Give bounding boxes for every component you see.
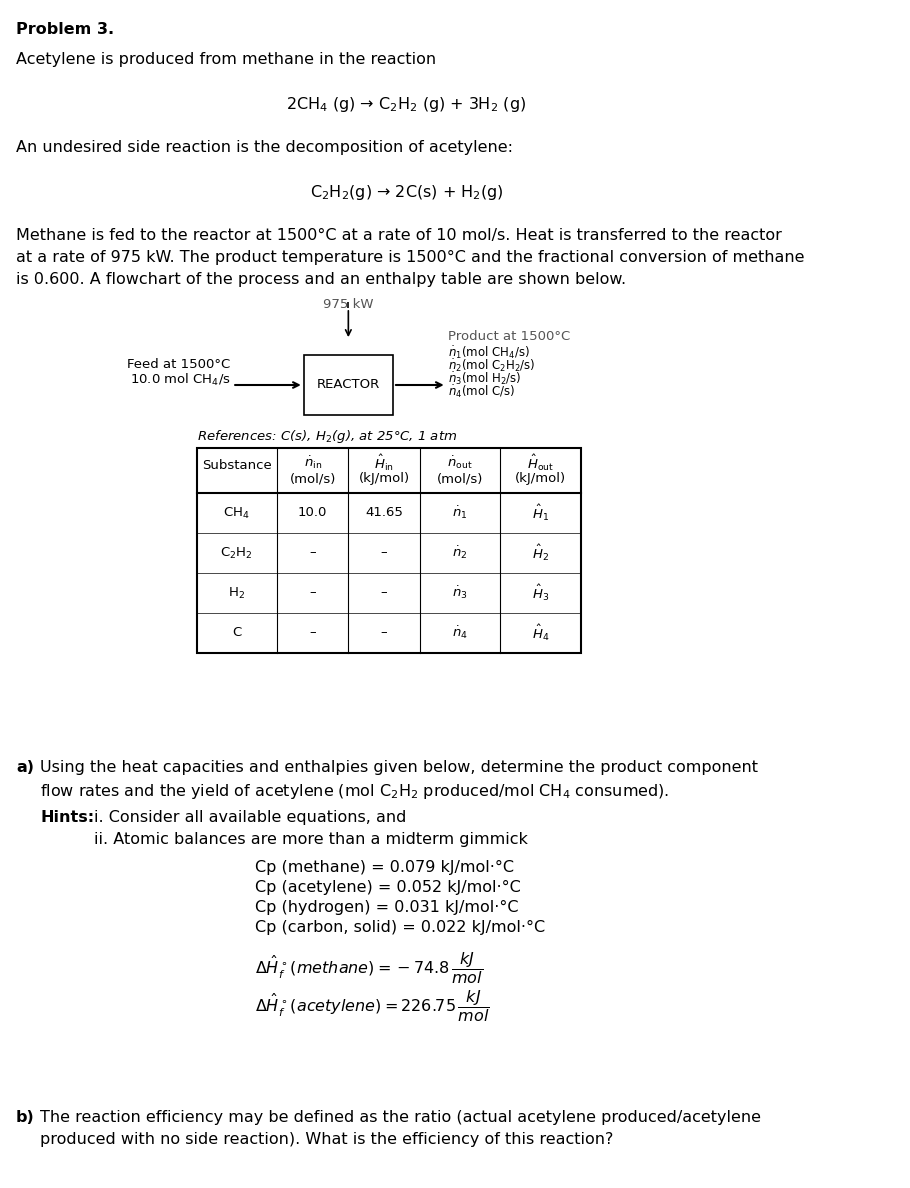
Text: Cp (acetylene) = 0.052 kJ/mol·°C: Cp (acetylene) = 0.052 kJ/mol·°C (255, 880, 521, 895)
Text: The reaction efficiency may be defined as the ratio (actual acetylene produced/a: The reaction efficiency may be defined a… (40, 1110, 761, 1125)
Text: (kJ/mol): (kJ/mol) (515, 472, 566, 485)
Text: $\dot{n}_1$: $\dot{n}_1$ (452, 505, 468, 522)
Text: –: – (309, 626, 316, 639)
Text: –: – (309, 546, 316, 560)
Text: REACTOR: REACTOR (317, 379, 380, 392)
Text: at a rate of 975 kW. The product temperature is 1500°C and the fractional conver: at a rate of 975 kW. The product tempera… (16, 249, 804, 265)
Text: flow rates and the yield of acetylene (mol C$_2$H$_2$ produced/mol CH$_4$ consum: flow rates and the yield of acetylene (m… (40, 782, 670, 801)
Text: $\dot{n}_{\mathrm{in}}$: $\dot{n}_{\mathrm{in}}$ (304, 454, 322, 470)
Text: $\dot{n}_4$(mol C/s): $\dot{n}_4$(mol C/s) (449, 383, 516, 399)
Text: Cp (carbon, solid) = 0.022 kJ/mol·°C: Cp (carbon, solid) = 0.022 kJ/mol·°C (255, 920, 545, 935)
Text: i. Consider all available equations, and: i. Consider all available equations, and (94, 810, 406, 824)
Text: $\dot{n}_2$: $\dot{n}_2$ (452, 544, 468, 562)
Text: Using the heat capacities and enthalpies given below, determine the product comp: Using the heat capacities and enthalpies… (40, 760, 758, 775)
Text: 2CH$_4$ (g) → C$_2$H$_2$ (g) + 3H$_2$ (g): 2CH$_4$ (g) → C$_2$H$_2$ (g) + 3H$_2$ (g… (287, 95, 527, 114)
Text: Problem 3.: Problem 3. (16, 23, 114, 37)
Text: 10.0: 10.0 (298, 506, 328, 519)
Text: is 0.600. A flowchart of the process and an enthalpy table are shown below.: is 0.600. A flowchart of the process and… (16, 272, 626, 287)
Text: $\hat{H}_{\mathrm{out}}$: $\hat{H}_{\mathrm{out}}$ (527, 453, 554, 473)
Text: (kJ/mol): (kJ/mol) (359, 472, 410, 485)
Text: $\dot{n}_3$: $\dot{n}_3$ (452, 584, 468, 601)
Text: –: – (380, 587, 388, 600)
Text: References: C(s), H$_2$(g), at 25°C, 1 atm: References: C(s), H$_2$(g), at 25°C, 1 a… (197, 428, 457, 446)
Text: –: – (309, 587, 316, 600)
Text: –: – (380, 626, 388, 639)
Text: $\hat{H}_1$: $\hat{H}_1$ (531, 503, 549, 523)
Text: $\dot{n}_1$(mol CH$_4$/s): $\dot{n}_1$(mol CH$_4$/s) (449, 345, 531, 361)
Text: $\dot{n}_4$: $\dot{n}_4$ (452, 625, 468, 642)
Text: $\hat{H}_{\mathrm{in}}$: $\hat{H}_{\mathrm{in}}$ (374, 453, 394, 473)
Text: Cp (methane) = 0.079 kJ/mol·°C: Cp (methane) = 0.079 kJ/mol·°C (255, 860, 513, 876)
Text: An undesired side reaction is the decomposition of acetylene:: An undesired side reaction is the decomp… (16, 140, 513, 154)
Text: $\hat{H}_3$: $\hat{H}_3$ (531, 583, 549, 604)
Text: 41.65: 41.65 (365, 506, 403, 519)
Bar (197, 448, 581, 653)
Text: $\hat{H}_2$: $\hat{H}_2$ (531, 543, 549, 563)
Text: Product at 1500°C: Product at 1500°C (449, 330, 571, 343)
Text: C: C (232, 626, 241, 639)
Text: $\Delta\hat{H}_f^\circ(acetylene) = 226.75\,\dfrac{kJ}{mol}$: $\Delta\hat{H}_f^\circ(acetylene) = 226.… (255, 988, 490, 1024)
Text: Hints:: Hints: (40, 810, 95, 824)
Text: Feed at 1500°C: Feed at 1500°C (127, 358, 230, 371)
Text: –: – (380, 546, 388, 560)
Text: (mol/s): (mol/s) (289, 472, 336, 485)
Text: b): b) (16, 1110, 35, 1125)
Text: $\dot{n}_3$(mol H$_2$/s): $\dot{n}_3$(mol H$_2$/s) (449, 369, 522, 386)
Text: CH$_4$: CH$_4$ (223, 505, 250, 520)
Text: 975 kW: 975 kW (323, 298, 374, 311)
Text: a): a) (16, 760, 34, 775)
Text: ii. Atomic balances are more than a midterm gimmick: ii. Atomic balances are more than a midt… (94, 832, 528, 847)
Text: $\dot{n}_{\mathrm{out}}$: $\dot{n}_{\mathrm{out}}$ (447, 454, 473, 470)
Text: H$_2$: H$_2$ (228, 586, 245, 601)
Text: 10.0 mol CH$_4$/s: 10.0 mol CH$_4$/s (129, 372, 230, 388)
Text: $\dot{n}_2$(mol C$_2$H$_2$/s): $\dot{n}_2$(mol C$_2$H$_2$/s) (449, 358, 536, 373)
Text: C$_2$H$_2$: C$_2$H$_2$ (220, 545, 253, 561)
Text: produced with no side reaction). What is the efficiency of this reaction?: produced with no side reaction). What is… (40, 1132, 613, 1146)
Bar (304, 355, 393, 415)
Text: Acetylene is produced from methane in the reaction: Acetylene is produced from methane in th… (16, 52, 436, 67)
Text: Substance: Substance (202, 459, 271, 472)
Text: Methane is fed to the reactor at 1500°C at a rate of 10 mol/s. Heat is transferr: Methane is fed to the reactor at 1500°C … (16, 228, 782, 244)
Text: (mol/s): (mol/s) (437, 472, 483, 485)
Text: Cp (hydrogen) = 0.031 kJ/mol·°C: Cp (hydrogen) = 0.031 kJ/mol·°C (255, 901, 518, 915)
Text: $\Delta\hat{H}_f^\circ(methane) = -74.8\,\dfrac{kJ}{mol}$: $\Delta\hat{H}_f^\circ(methane) = -74.8\… (255, 950, 482, 986)
Text: $\hat{H}_4$: $\hat{H}_4$ (531, 623, 549, 643)
Text: C$_2$H$_2$(g) → 2C(s) + H$_2$(g): C$_2$H$_2$(g) → 2C(s) + H$_2$(g) (309, 183, 503, 202)
